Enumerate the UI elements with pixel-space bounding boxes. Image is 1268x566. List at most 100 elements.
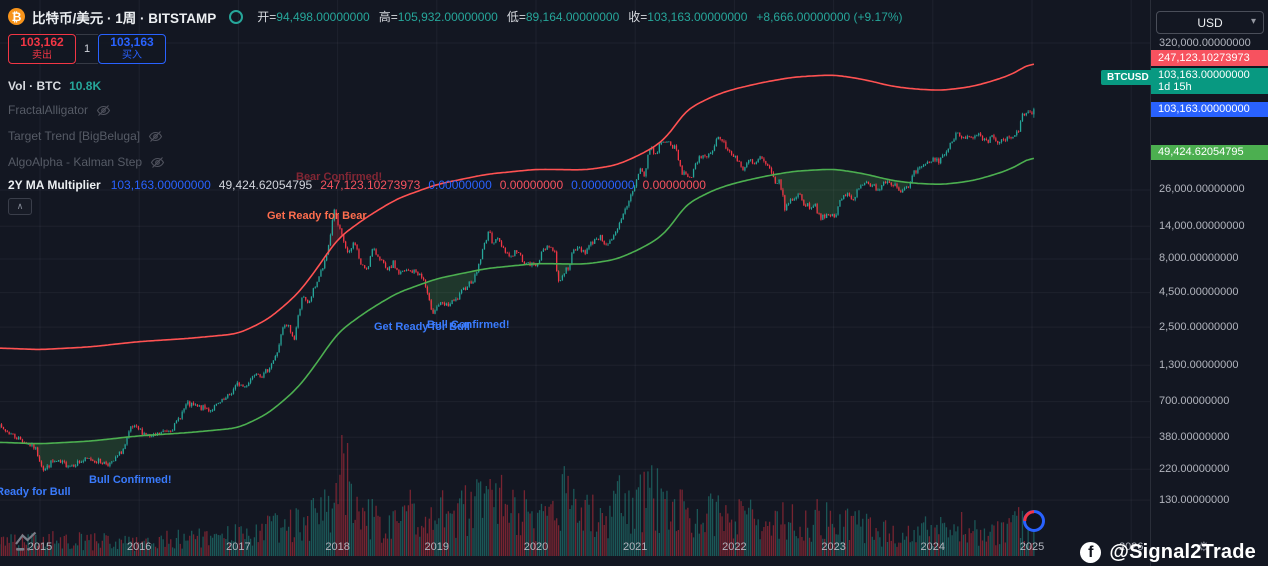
buy-price: 103,163 — [110, 35, 154, 49]
ma-multiplier-value: 0.00000000 — [499, 178, 564, 192]
close-label: 收= — [628, 10, 648, 24]
indicator-name[interactable]: AlgoAlpha - Kalman Step — [8, 155, 143, 169]
change-value: +8,666.00000000 (+9.17%) — [756, 9, 903, 24]
tradingview-logo-icon — [15, 531, 37, 551]
indicator-row[interactable]: Target Trend [BigBeluga] — [8, 128, 903, 144]
buy-button[interactable]: 103,163 买入 — [98, 34, 166, 64]
market-status-icon[interactable] — [229, 9, 244, 24]
open-label: 开= — [257, 10, 277, 24]
time-tick-label: 2020 — [523, 541, 549, 553]
chart-annotation: Ready for Bull — [0, 486, 71, 498]
price-tick-label: 220.00000000 — [1159, 462, 1230, 475]
visibility-eye-off-icon[interactable] — [148, 129, 163, 144]
chart-annotation: Get Ready for Bear — [267, 210, 367, 222]
ma-multiplier-value: 0.00000000 — [571, 178, 635, 192]
volume-row: Vol · BTC 10.8K — [8, 79, 903, 93]
countdown-timer: 1d 15h — [1158, 81, 1192, 94]
buy-sell-widget: 103,162 卖出 1 103,163 买入 — [8, 34, 903, 64]
currency-dropdown[interactable]: USD ▾ — [1156, 11, 1264, 34]
time-tick-label: 2026 — [1118, 541, 1144, 553]
price-tick-label: 26,000.00000000 — [1159, 183, 1245, 196]
indicator-name[interactable]: FractalAlligator — [8, 103, 89, 117]
open-value: 94,498.00000000 — [276, 10, 370, 24]
chart-annotation: Bull Confirmed! — [427, 319, 510, 331]
price-chart[interactable] — [0, 0, 1150, 566]
high-value: 105,932.00000000 — [397, 10, 498, 24]
price-tick-label: 130.00000000 — [1159, 493, 1230, 506]
volume-bars — [0, 435, 1035, 556]
ma-multiplier-value: 0.00000000 — [642, 178, 706, 192]
ma-multiplier-value: 247,123.10273973 — [320, 178, 421, 192]
high-label: 高= — [378, 10, 398, 24]
indicator-row[interactable]: AlgoAlpha - Kalman Step — [8, 154, 903, 170]
ohlc-readout: 开=94,498.00000000 高=105,932.00000000 低=8… — [257, 8, 902, 25]
volume-label[interactable]: Vol · BTC — [8, 79, 62, 93]
time-tick-label: 2018 — [325, 541, 350, 553]
time-axis[interactable]: 2015 2016 2017 2018 2019 2020 2021 2022 2023 2024… — [0, 535, 1150, 566]
time-tick-label: 2025 — [1019, 541, 1045, 553]
ma2y-x5-upper-band-line[interactable] — [0, 63, 1035, 351]
currency-value: USD — [1197, 15, 1223, 30]
time-tick-label: 2023 — [821, 541, 846, 553]
time-tick-label: 2016 — [126, 541, 152, 553]
indicator-name[interactable]: Target Trend [BigBeluga] — [8, 129, 141, 143]
price-tick-label: 2,500.00000000 — [1159, 320, 1239, 333]
indicator-list: FractalAlligator Target Trend [BigBeluga]… — [8, 102, 903, 170]
sell-price: 103,162 — [20, 35, 64, 49]
grid-lines — [0, 0, 1150, 556]
price-tick-label: 320,000.00000000 — [1159, 36, 1251, 49]
price-tick-label: 14,000.00000000 — [1159, 219, 1245, 232]
visibility-eye-off-icon[interactable] — [96, 103, 111, 118]
ma2y-lower-line[interactable] — [0, 157, 1035, 445]
bitcoin-logo-icon: ₿ — [8, 8, 25, 25]
indicator-name[interactable]: 2Y MA Multiplier — [8, 178, 101, 192]
axis-settings-gear-icon[interactable]: ⚙ — [1198, 539, 1210, 554]
chart-legend: ₿ 比特币/美元 · 1周 · BITSTAMP 开=94,498.000000… — [8, 8, 903, 215]
countdown-price: 103,163.00000000 — [1158, 69, 1250, 82]
candles — [0, 107, 1035, 472]
symbol-title[interactable]: 比特币/美元 · 1周 · BITSTAMP — [32, 10, 217, 26]
indicator-row-2y-ma-multiplier[interactable]: 2Y MA Multiplier 103,163.00000000 49,424.… — [8, 178, 903, 192]
symbol-tag-badge: BTCUSD — [1101, 70, 1155, 86]
price-axis[interactable]: USD ▾ 320,000.00000000 26,000.00000000 14,… — [1150, 0, 1268, 566]
price-tick-label: 380.00000000 — [1159, 430, 1230, 443]
ma-multiplier-value: 103,163.00000000 — [110, 178, 211, 192]
watermark: f @Signal2Trade — [1080, 541, 1256, 564]
price-tick-label: 4,500.00000000 — [1159, 286, 1239, 299]
collapse-legend-button[interactable]: ∧ — [8, 198, 32, 215]
price-tick-label: 700.00000000 — [1159, 395, 1230, 408]
time-tick-label: 2017 — [226, 541, 251, 553]
ma-multiplier-value: 0.00000000 — [428, 178, 492, 192]
ma-multiplier-value: 49,424.62054795 — [218, 178, 313, 192]
visibility-eye-off-icon[interactable] — [150, 155, 165, 170]
countdown-price-badge: 103,163.00000000 1d 15h — [1151, 68, 1268, 95]
time-tick-label: 2024 — [920, 541, 946, 553]
sell-button[interactable]: 103,162 卖出 — [8, 34, 76, 64]
close-value: 103,163.00000000 — [647, 10, 748, 24]
indicator-row[interactable]: FractalAlligator — [8, 102, 903, 118]
symbol-row: ₿ 比特币/美元 · 1周 · BITSTAMP 开=94,498.000000… — [8, 8, 903, 26]
spread-value: 1 — [76, 34, 98, 64]
upper-band-price-badge: 247,123.10273973 — [1151, 50, 1268, 67]
chart-annotation: Bull Confirmed! — [89, 474, 172, 486]
time-tick-label: 2022 — [722, 541, 747, 553]
chart-annotation: Bear Confirmed! — [296, 171, 383, 183]
time-tick-label: 2015 — [27, 541, 53, 553]
time-tick-label: 2021 — [622, 541, 648, 553]
price-tick-label: 1,300.00000000 — [1159, 358, 1239, 371]
lower-band-price-badge: 49,424.62054795 — [1151, 144, 1268, 160]
tradingview-logo[interactable] — [14, 530, 38, 559]
chart-annotation: Get Ready for Bull — [374, 321, 470, 333]
low-label: 低= — [506, 10, 526, 24]
publisher-avatar-icon — [1022, 509, 1046, 533]
time-tick-label: 2019 — [424, 541, 450, 553]
watermark-handle: @Signal2Trade — [1109, 541, 1256, 563]
price-tick-label: 8,000.00000000 — [1159, 252, 1239, 265]
facebook-icon: f — [1080, 542, 1102, 563]
volume-value: 10.8K — [69, 79, 102, 93]
last-price-badge: 103,163.00000000 — [1151, 101, 1268, 117]
chevron-down-icon: ▾ — [1250, 16, 1256, 27]
indicator-values: 103,163.00000000 49,424.62054795 247,123.1… — [111, 178, 714, 192]
sell-label: 卖出 — [32, 50, 52, 61]
